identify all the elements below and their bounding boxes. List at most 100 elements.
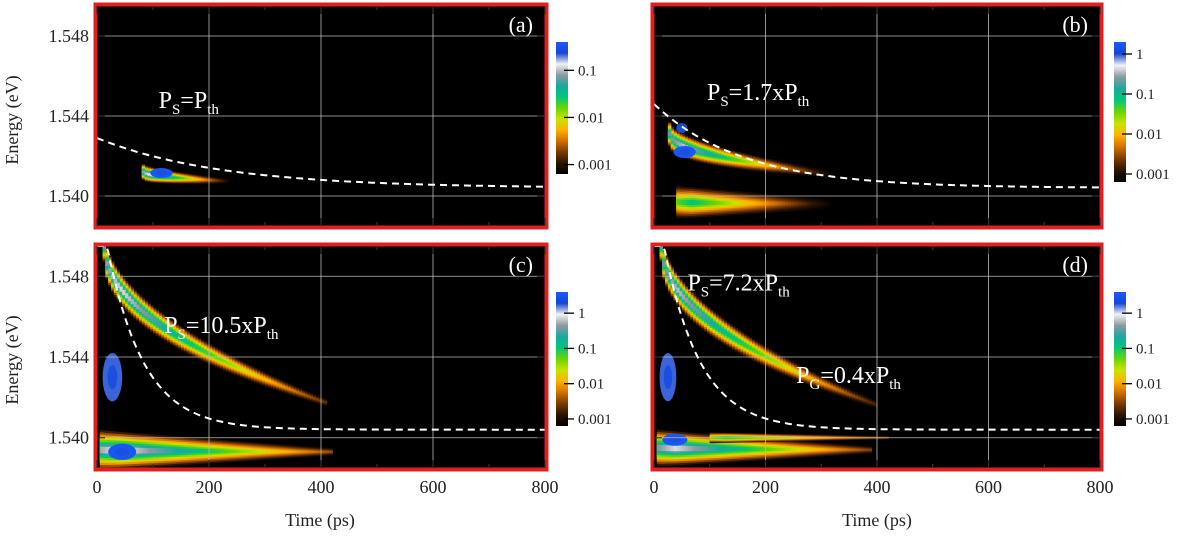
colorbar-label: 0.01 bbox=[1136, 377, 1162, 393]
heat-cell bbox=[743, 447, 747, 452]
x-tick-label: 400 bbox=[308, 477, 335, 497]
heat-cell bbox=[245, 370, 249, 374]
heat-cell bbox=[798, 372, 803, 376]
heat-cell bbox=[787, 167, 792, 170]
heat-cell bbox=[684, 445, 688, 452]
heat-cell bbox=[181, 177, 185, 180]
heat-cell bbox=[698, 311, 702, 316]
heat-cell bbox=[172, 331, 176, 337]
heat-cell bbox=[826, 202, 831, 205]
heat-cell bbox=[843, 448, 847, 451]
heat-cell bbox=[695, 200, 700, 206]
heat-cell bbox=[203, 179, 207, 181]
heat-cell bbox=[832, 448, 836, 451]
heat-cell bbox=[245, 449, 249, 454]
heat-cell bbox=[228, 362, 232, 366]
heat-cell bbox=[779, 362, 783, 366]
heat-cell bbox=[270, 381, 274, 384]
heat-cell bbox=[203, 349, 207, 354]
heat-cell bbox=[670, 279, 675, 285]
heat-cell bbox=[119, 286, 123, 292]
tick-marks bbox=[653, 6, 1101, 226]
colorbar-gradient bbox=[556, 42, 568, 174]
heat-cell bbox=[144, 447, 148, 454]
heat-cell bbox=[832, 174, 836, 176]
y-tick-label: 1.544 bbox=[49, 347, 90, 367]
heat-cell bbox=[712, 200, 716, 206]
x-tick-label: 800 bbox=[532, 477, 559, 497]
heat-cell bbox=[667, 445, 672, 452]
heat-cell bbox=[239, 367, 244, 371]
heat-cell bbox=[732, 446, 736, 452]
heat-cell bbox=[167, 448, 171, 454]
heat-cell bbox=[673, 445, 677, 452]
heat-cell bbox=[251, 449, 255, 454]
heat-cell bbox=[220, 358, 224, 362]
heat-cell bbox=[116, 282, 120, 288]
heat-cell bbox=[273, 450, 277, 453]
heat-cell bbox=[225, 180, 230, 182]
heat-cell bbox=[147, 173, 151, 176]
heat-cell bbox=[829, 385, 833, 389]
heat-cell bbox=[782, 364, 786, 368]
heat-cell bbox=[276, 450, 280, 453]
heat-cell bbox=[715, 446, 719, 452]
heat-cell bbox=[754, 162, 758, 165]
heat-cell bbox=[757, 201, 761, 206]
heat-cell bbox=[676, 445, 680, 452]
heat-cell bbox=[771, 447, 775, 452]
heat-cell bbox=[200, 449, 204, 454]
heat-cell bbox=[321, 451, 325, 453]
heat-cell bbox=[748, 161, 753, 164]
heat-cell bbox=[256, 450, 260, 453]
heat-cell bbox=[687, 199, 691, 206]
heat-cell bbox=[807, 170, 811, 173]
heat-cell bbox=[818, 448, 822, 451]
heat-cell bbox=[787, 447, 792, 451]
heat-cell bbox=[293, 390, 297, 393]
heat-cell bbox=[779, 202, 783, 206]
heat-cell bbox=[189, 342, 193, 346]
heat-cell bbox=[851, 395, 856, 397]
heat-cell bbox=[726, 332, 730, 337]
heat-cell bbox=[818, 172, 822, 174]
heat-cell bbox=[840, 448, 845, 451]
heat-cell bbox=[217, 449, 221, 454]
heat-cell bbox=[209, 449, 213, 454]
heat-cell bbox=[197, 346, 202, 351]
heat-cell bbox=[301, 393, 305, 396]
heat-cell bbox=[681, 143, 686, 148]
heat-cell bbox=[837, 448, 842, 451]
heat-cell bbox=[164, 448, 168, 454]
heat-cell bbox=[846, 392, 850, 395]
heat-cell bbox=[181, 448, 185, 454]
heat-cell bbox=[860, 449, 864, 451]
grid bbox=[97, 246, 545, 468]
heat-cell bbox=[745, 201, 750, 206]
heat-cell bbox=[704, 446, 708, 452]
hot-spot-core bbox=[155, 170, 167, 176]
heat-cell bbox=[693, 200, 697, 206]
fit-curve bbox=[97, 246, 545, 431]
heat-cell bbox=[732, 157, 736, 161]
colorbar-label: 1 bbox=[1136, 306, 1144, 322]
heat-cell bbox=[676, 199, 680, 205]
heat-cell bbox=[192, 343, 196, 348]
emission-band-1 bbox=[659, 246, 878, 409]
x-tick-label: 0 bbox=[650, 477, 659, 497]
heat-cell bbox=[220, 449, 224, 454]
colorbar-label: 0.1 bbox=[1136, 87, 1155, 103]
heat-cell bbox=[693, 446, 697, 452]
heat-cell bbox=[211, 179, 216, 181]
heat-cell bbox=[771, 201, 775, 206]
heat-cell bbox=[745, 160, 750, 164]
heat-cell bbox=[253, 374, 258, 377]
heat-cell bbox=[765, 164, 769, 167]
heat-cell bbox=[801, 373, 806, 377]
heat-cell bbox=[709, 446, 714, 452]
heat-cell bbox=[267, 450, 272, 453]
heat-cell bbox=[273, 382, 277, 385]
heat-cell bbox=[812, 448, 817, 451]
heat-cell bbox=[169, 176, 174, 179]
y-axis-label-top: Energy (eV) bbox=[2, 75, 23, 164]
